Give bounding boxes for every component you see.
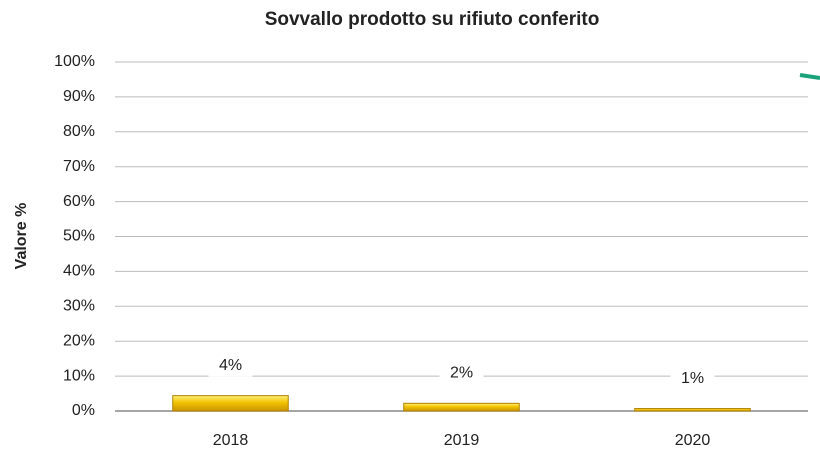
x-tick-label: 2020 — [675, 432, 711, 449]
decoration — [799, 73, 820, 80]
data-label: 2% — [450, 365, 473, 382]
data-label-bg — [439, 362, 484, 385]
data-label-bg — [208, 354, 253, 377]
data-label: 4% — [219, 357, 242, 374]
chart-title: Sovvallo prodotto su rifiuto conferito — [265, 9, 600, 30]
y-tick-label: 80% — [63, 123, 95, 140]
bar — [172, 395, 289, 412]
y-axis-label: Valore % — [13, 203, 30, 270]
y-tick-label: 70% — [63, 158, 95, 175]
x-tick-label: 2018 — [213, 432, 249, 449]
y-tick-label: 100% — [54, 53, 95, 70]
y-tick-label: 50% — [63, 228, 95, 245]
y-tick-label: 0% — [72, 402, 95, 419]
bar — [403, 402, 520, 412]
data-label: 1% — [681, 370, 704, 387]
y-tick-label: 60% — [63, 193, 95, 210]
x-tick-label: 2019 — [444, 432, 480, 449]
y-tick-label: 30% — [63, 298, 95, 315]
y-tick-label: 40% — [63, 263, 95, 280]
y-tick-label: 20% — [63, 332, 95, 349]
y-tick-label: 90% — [63, 88, 95, 105]
data-label-bg — [670, 367, 715, 390]
bar — [634, 408, 751, 412]
y-tick-label: 10% — [63, 367, 95, 384]
